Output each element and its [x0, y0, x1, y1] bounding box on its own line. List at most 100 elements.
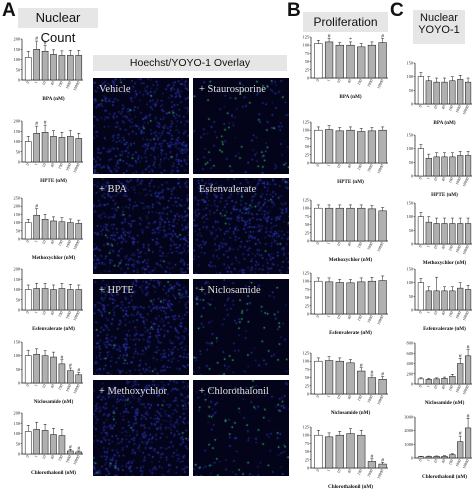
x-axis-label: Chlorothalonil (nM): [422, 473, 467, 480]
x-tick-label: 40: [49, 310, 55, 316]
significance-mark: *: [349, 37, 352, 43]
significance-mark: #: [35, 121, 38, 127]
y-tick-label: 0: [411, 242, 413, 247]
significance-mark: #: [35, 204, 38, 210]
y-tick-label: 100: [303, 128, 309, 133]
x-tick-label: 0: [417, 310, 422, 314]
x-tick-label: 10000: [72, 162, 81, 173]
x-tick-label: 0: [315, 314, 320, 318]
x-tick-label: 40: [440, 244, 446, 250]
x-tick-label: 10000: [461, 244, 470, 255]
bar-chart-c-3: 0 50 100 150 0 1 10 40 100 1000 10000 Methoxychlor …: [396, 200, 474, 270]
bar: [417, 282, 425, 311]
x-tick-label: 0: [417, 104, 422, 108]
x-tick-label: 100: [57, 383, 64, 391]
x-tick-label: 100: [447, 244, 454, 252]
x-tick-label: 1: [326, 468, 331, 472]
x-tick-label: 10000: [376, 314, 385, 325]
bar-chart-a-6: 0 50 100 150 200 0 1 10 40 100 #1000 #10000 Chloroth…: [3, 410, 85, 480]
y-tick-label: 50: [305, 295, 309, 300]
bar: [357, 131, 366, 164]
x-tick-label: 1: [425, 458, 430, 462]
bar: [357, 370, 366, 395]
bar: [314, 360, 323, 395]
x-tick-label: 40: [346, 468, 352, 474]
x-tick-label: 10: [41, 162, 47, 168]
x-tick-label: 40: [346, 163, 352, 169]
x-tick-label: 100: [57, 80, 64, 88]
x-tick-label: 0: [417, 458, 422, 462]
y-tick-label: 100: [14, 220, 20, 225]
x-tick-label: 1000: [64, 454, 72, 463]
x-tick-label: 10000: [461, 310, 470, 321]
bar: [335, 130, 344, 164]
bar-chart-b-2: 0 25 50 75 100 125 0 1 10 40 100 1000 10000 HPTE (nM): [292, 119, 390, 189]
header-line-2: YOYO-1: [418, 23, 460, 36]
bar-chart-a-1: 0 50 100 150 200 0 #1 #10 40 100 1000 10000 BPA (nM): [3, 36, 85, 106]
y-tick-label: 2000: [404, 428, 413, 433]
y-tick-label: 125: [303, 425, 309, 430]
x-tick-label: 1: [33, 383, 38, 387]
bar: [367, 208, 377, 242]
bar: [367, 280, 377, 315]
bar: [314, 280, 323, 315]
y-tick-label: 400: [407, 361, 413, 366]
y-tick-label: 0: [411, 174, 413, 179]
x-tick-label: 10: [432, 384, 438, 390]
significance-mark: #: [69, 444, 72, 450]
y-tick-label: 0: [307, 312, 309, 317]
y-tick-label: 0: [18, 381, 20, 386]
bar: [324, 436, 334, 469]
bar-chart-c-1: 0 50 100 150 0 1 10 40 100 1000 10000 BPA (nM): [396, 60, 474, 130]
bar: [464, 289, 472, 311]
bar: [58, 221, 66, 240]
bar: [464, 223, 472, 245]
x-tick-label: 0: [417, 384, 422, 388]
bar: [357, 434, 366, 469]
significance-mark: #: [44, 41, 47, 47]
x-tick-label: 10000: [376, 394, 385, 405]
x-axis-label: HPTE (nM): [40, 177, 67, 184]
y-tick-label: 0: [307, 161, 309, 166]
bar-chart-c-5: 0 200 400 600 800 0 1 10 40 100 #1000 #10000 Niclosa…: [396, 340, 474, 410]
x-tick-label: 10000: [376, 78, 385, 89]
bar: [378, 378, 387, 395]
x-axis-label: Methoxychlor (nM): [329, 256, 373, 263]
bar: [314, 434, 323, 469]
bar: [24, 355, 32, 384]
x-tick-label: 1: [33, 162, 38, 166]
x-tick-label: 1: [425, 244, 430, 248]
y-tick-label: 0: [18, 237, 20, 242]
bar: [58, 137, 66, 163]
x-tick-label: 10: [432, 244, 438, 250]
x-axis-label: BPA (nM): [339, 93, 362, 100]
y-tick-label: 125: [303, 351, 309, 356]
y-tick-label: 100: [303, 359, 309, 364]
bar: [441, 156, 448, 177]
bar: [441, 223, 448, 245]
bar: [67, 222, 74, 240]
bar: [41, 132, 49, 163]
x-tick-label: 40: [346, 241, 352, 247]
x-tick-label: 10000: [72, 383, 81, 394]
bar: [33, 354, 40, 384]
bar: [67, 55, 74, 81]
chart-svg: 0 25 50 75 100 125 0 1 10 40 100 #1000 #10000Chlorot…: [303, 425, 388, 490]
x-tick-label: 40: [440, 104, 446, 110]
bar: [441, 455, 448, 459]
y-tick-label: 3000: [404, 415, 413, 420]
y-tick-label: 0: [18, 160, 20, 165]
x-tick-label: 10000: [376, 468, 385, 479]
bar: [41, 355, 49, 384]
significance-mark: #: [69, 363, 72, 369]
x-tick-label: 10: [41, 454, 47, 460]
bar-chart-a-4: 0 50 100 150 200 0 1 10 40 100 1000 10000 Esfenvaler…: [3, 266, 85, 336]
bar: [33, 49, 40, 81]
y-tick-label: 200: [14, 119, 20, 124]
micrograph-label: + Staurosporine: [199, 84, 266, 95]
bar: [367, 461, 377, 469]
x-tick-label: 1: [33, 80, 38, 84]
